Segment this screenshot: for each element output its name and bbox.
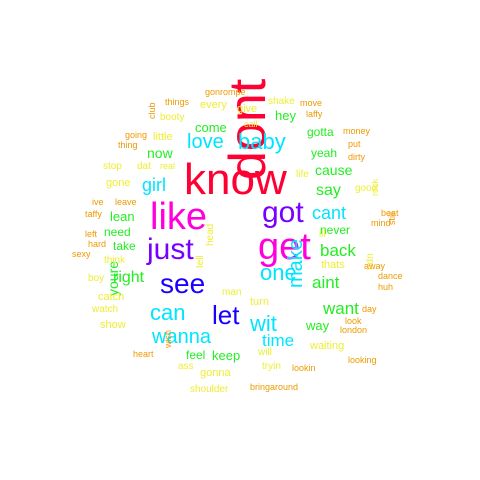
- word-gone: gone: [106, 177, 131, 189]
- word-yeah: yeah: [311, 146, 338, 160]
- word-mind: mind: [371, 218, 391, 228]
- word-beat: beat: [381, 208, 399, 218]
- word-dat: dat: [137, 161, 151, 172]
- word-shoulder: shoulder: [190, 384, 229, 395]
- word-lookin: lookin: [292, 363, 316, 373]
- word-one: one: [260, 260, 297, 285]
- word-way: way: [306, 318, 330, 333]
- word-now: now: [147, 145, 173, 161]
- word-gotta: gotta: [307, 125, 334, 139]
- word-wish: wish: [163, 329, 173, 348]
- word-lean: lean: [110, 209, 135, 224]
- word-look: look: [345, 316, 362, 326]
- word-every: every: [200, 99, 227, 111]
- word-put: put: [348, 139, 361, 149]
- word-cant: cant: [312, 203, 347, 223]
- word-life: life: [296, 169, 309, 180]
- word-hey: hey: [275, 108, 296, 123]
- word-heart: heart: [133, 349, 154, 359]
- word-call: call: [244, 119, 258, 129]
- word-get: get: [258, 226, 311, 268]
- word-tryin: tryin: [262, 361, 281, 372]
- word-tell: tell: [195, 255, 206, 268]
- word-take: take: [113, 239, 136, 253]
- word-thats: thats: [321, 259, 345, 271]
- word-ive: ive: [92, 197, 104, 207]
- word-need: need: [104, 225, 131, 239]
- word-give: give: [237, 103, 258, 115]
- word-right: right: [113, 269, 145, 286]
- word-gonna: gonna: [200, 367, 231, 379]
- word-away: away: [364, 261, 386, 271]
- word-leave: leave: [115, 197, 137, 207]
- word-little: little: [153, 131, 173, 143]
- word-things: things: [165, 97, 190, 107]
- word-huh: huh: [378, 282, 394, 292]
- word-boy: boy: [88, 273, 105, 284]
- word-gonrompe: gonrompe: [205, 87, 246, 97]
- word-head: head: [205, 223, 216, 246]
- word-never: never: [320, 223, 351, 237]
- word-aint: aint: [312, 273, 340, 292]
- word-man: man: [222, 287, 242, 298]
- word-dirty: dirty: [348, 152, 366, 162]
- word-will: will: [258, 347, 272, 358]
- word-feel: feel: [186, 348, 206, 362]
- word-good: good: [355, 183, 378, 194]
- word-going: going: [125, 130, 148, 140]
- word-can: can: [150, 300, 186, 325]
- word-move: move: [300, 98, 323, 108]
- word-rock: rock: [370, 178, 380, 196]
- word-say: say: [316, 182, 341, 199]
- word-baby: baby: [238, 129, 286, 154]
- word-got: got: [262, 196, 304, 229]
- word-turn: turn: [250, 296, 269, 308]
- word-just: just: [147, 233, 194, 266]
- word-show: show: [100, 319, 126, 331]
- word-catch: catch: [98, 291, 125, 303]
- word-hard: hard: [88, 239, 107, 249]
- word-day: day: [362, 304, 377, 314]
- word-like: like: [150, 196, 208, 238]
- word-thing: thing: [118, 140, 138, 150]
- word-see: see: [160, 268, 206, 299]
- word-sexy: sexy: [72, 249, 91, 259]
- word-girl: girl: [142, 175, 167, 195]
- word-london: london: [340, 325, 368, 335]
- word-love: love: [187, 131, 224, 153]
- word-let: let: [212, 300, 240, 330]
- word-ass: ass: [178, 361, 194, 372]
- word-taffy: taffy: [85, 209, 102, 219]
- word-still: still: [387, 212, 397, 225]
- word-booty: booty: [160, 112, 185, 123]
- word-keep: keep: [212, 348, 241, 363]
- word-real: real: [160, 161, 176, 171]
- word-think: think: [104, 255, 126, 266]
- word-club: club: [147, 102, 157, 119]
- word-come: come: [195, 120, 227, 135]
- word-know: know: [184, 155, 287, 204]
- word-time: time: [262, 331, 295, 350]
- word-money: money: [343, 126, 371, 136]
- word-back: back: [320, 241, 356, 260]
- word-looking: looking: [348, 355, 377, 365]
- word-waiting: waiting: [310, 340, 345, 352]
- word-stop: stop: [103, 161, 122, 172]
- word-cause: cause: [315, 162, 353, 178]
- word-dance: dance: [378, 271, 403, 281]
- word-left: left: [85, 229, 98, 239]
- word-wit: wit: [250, 311, 277, 336]
- word-bringaround: bringaround: [250, 382, 299, 392]
- word-shake: shake: [268, 96, 295, 107]
- word-want: want: [323, 299, 359, 318]
- word-wanna: wanna: [152, 326, 211, 348]
- word-ill: ill: [319, 229, 326, 240]
- word-watch: watch: [92, 304, 119, 315]
- word-laffy: laffy: [306, 109, 323, 119]
- word-make: make: [285, 239, 307, 288]
